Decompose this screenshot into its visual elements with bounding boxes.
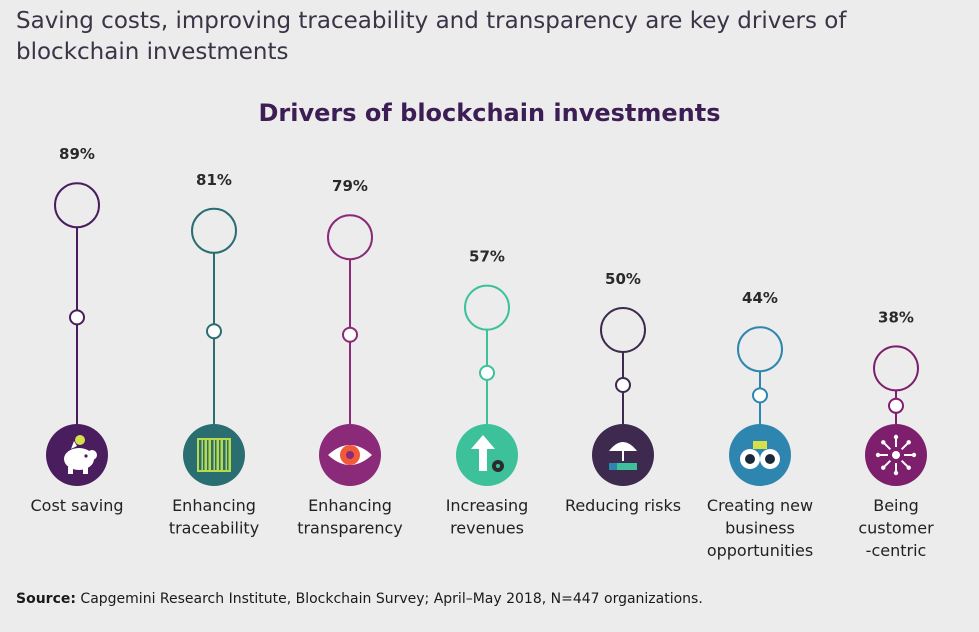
category-label: Enhancing transparency	[297, 496, 403, 538]
value-marker-ring	[873, 345, 919, 392]
value-label: 81%	[196, 171, 232, 189]
source-prefix: Source:	[16, 591, 76, 607]
stem-node	[615, 376, 631, 393]
category-label-line: -centric	[866, 541, 927, 560]
category-label: Being customer -centric	[858, 496, 934, 560]
category-label-line: opportunities	[707, 541, 813, 560]
category-label-line: business	[725, 519, 795, 538]
value-marker-ring	[191, 207, 237, 254]
category-label-line: Increasing	[446, 496, 529, 515]
category-label-line: Enhancing	[172, 496, 256, 515]
value-label: 57%	[469, 248, 505, 266]
value-label: 44%	[742, 289, 778, 307]
value-label: 50%	[605, 270, 641, 288]
source-text: Capgemini Research Institute, Blockchain…	[80, 591, 703, 607]
upward-arrow-coins-icon	[471, 435, 504, 472]
category-label: Increasing revenues	[446, 496, 529, 538]
icon-badge	[729, 424, 791, 486]
driver-lollipop: 57% Increasing revenues	[446, 248, 529, 538]
chart-title: Drivers of blockchain investments	[258, 99, 721, 127]
stem-node	[479, 364, 495, 381]
source-note: Source: Capgemini Research Institute, Bl…	[16, 591, 703, 607]
stem-node	[752, 387, 768, 404]
value-marker-ring	[600, 307, 646, 353]
category-label-line: customer	[858, 519, 934, 538]
headline: Saving costs, improving traceability and…	[16, 8, 847, 65]
binoculars-icon	[740, 441, 780, 469]
category-label-line: Creating new	[707, 496, 813, 515]
piggy-bank-icon	[64, 435, 97, 474]
stem-node	[342, 326, 358, 343]
customer-centric-icon	[875, 434, 917, 476]
driver-lollipop: 38% Being customer -centric	[858, 308, 934, 560]
value-label: 38%	[878, 308, 914, 326]
value-marker-ring	[54, 182, 100, 229]
category-label-line: Cost saving	[30, 496, 123, 515]
value-marker-ring	[327, 214, 373, 261]
category-label-line: traceability	[169, 519, 259, 538]
umbrella-hand-icon	[609, 442, 637, 470]
value-label: 89%	[59, 145, 95, 163]
category-label-line: Enhancing	[308, 496, 392, 515]
driver-lollipop: 50% Reducing risks	[565, 270, 681, 515]
category-label: Enhancing traceability	[169, 496, 259, 538]
eye-icon	[328, 445, 372, 465]
value-marker-ring	[737, 326, 783, 373]
driver-lollipop: 44% Creating new business opportunities	[707, 289, 813, 560]
stem-node	[69, 309, 85, 326]
category-label-line: Being	[873, 496, 919, 515]
value-marker-ring	[464, 284, 510, 331]
driver-lollipop: 79% Enhancing transparency	[297, 177, 403, 537]
value-label: 79%	[332, 177, 368, 195]
category-label: Creating new business opportunities	[707, 496, 813, 560]
category-label-line: Reducing risks	[565, 496, 681, 515]
stem-node	[888, 397, 904, 414]
category-label-line: revenues	[450, 519, 524, 538]
category-label: Cost saving	[30, 496, 123, 515]
barcode-icon	[197, 438, 231, 472]
driver-lollipop: 81% Enhancing traceability	[169, 171, 259, 538]
driver-lollipop: 89% Cost saving	[30, 145, 123, 515]
category-label-line: transparency	[297, 519, 403, 538]
stem-node	[206, 323, 222, 340]
category-label: Reducing risks	[565, 496, 681, 515]
